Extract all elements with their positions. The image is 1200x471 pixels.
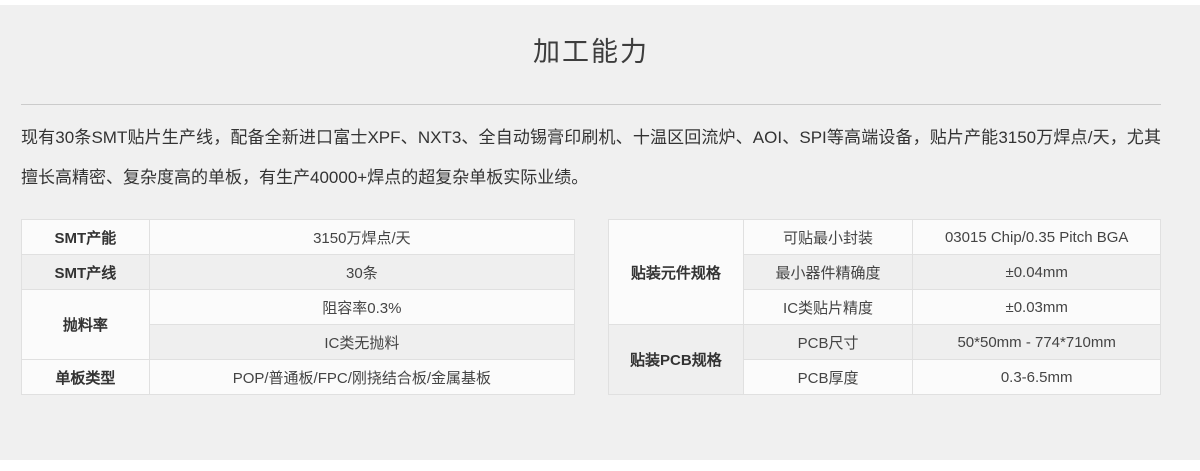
table-row: 最小器件精确度 ±0.04mm: [609, 254, 1161, 290]
table-row: 贴装元件规格 可贴最小封装 03015 Chip/0.35 Pitch BGA: [608, 219, 1161, 325]
spec-item-value-cell: ±0.03mm: [912, 289, 1161, 325]
spec-item-value-cell: 0.3-6.5mm: [912, 359, 1161, 395]
capacity-value-cell: 阻容率0.3%: [148, 289, 576, 325]
top-white-strip: [0, 0, 1200, 5]
capacity-label-cell: 抛料率: [21, 289, 150, 360]
section-title: 加工能力: [533, 37, 649, 67]
table-row: PCB厚度 0.3-6.5mm: [609, 359, 1161, 395]
spec-item-name-cell: 可贴最小封装: [742, 219, 914, 255]
title-divider: [21, 104, 1161, 105]
table-row: IC类无抛料: [22, 324, 576, 360]
capacity-value-cell: IC类无抛料: [148, 324, 576, 360]
spec-item-name-cell: PCB尺寸: [742, 324, 914, 360]
bottom-white-strip: [0, 460, 1200, 471]
table-row: SMT产能 3150万焊点/天: [21, 219, 576, 255]
spec-item-name-cell: IC类贴片精度: [742, 289, 914, 325]
capacity-label-cell: SMT产能: [21, 219, 150, 255]
spec-item-value-cell: 50*50mm - 774*710mm: [912, 324, 1161, 360]
table-row: 单板类型 POP/普通板/FPC/刚挠结合板/金属基板: [21, 359, 576, 395]
capability-section: 加工能力 现有30条SMT贴片生产线，配备全新进口富士XPF、NXT3、全自动锡…: [0, 5, 1200, 460]
capacity-value-cell: 3150万焊点/天: [148, 219, 576, 255]
smt-capacity-table: SMT产能 3150万焊点/天 SMT产线 30条 抛料率 阻容率0.3% IC…: [21, 219, 576, 395]
spec-item-name-cell: 最小器件精确度: [742, 254, 914, 290]
capacity-value-cell: POP/普通板/FPC/刚挠结合板/金属基板: [148, 359, 576, 395]
intro-paragraph: 现有30条SMT贴片生产线，配备全新进口富士XPF、NXT3、全自动锡膏印刷机、…: [21, 128, 1161, 187]
table-row: 抛料率 阻容率0.3%: [21, 289, 576, 360]
content-container: 加工能力 现有30条SMT贴片生产线，配备全新进口富士XPF、NXT3、全自动锡…: [21, 5, 1161, 395]
spec-item-name-cell: PCB厚度: [742, 359, 914, 395]
spec-group-label-cell: 贴装PCB规格: [608, 324, 744, 395]
capacity-value-cell: 30条: [148, 254, 576, 290]
tables-row: SMT产能 3150万焊点/天 SMT产线 30条 抛料率 阻容率0.3% IC…: [21, 219, 1161, 395]
capacity-label-cell: 单板类型: [21, 359, 150, 395]
table-row: SMT产线 30条: [21, 254, 576, 290]
table-row: IC类贴片精度 ±0.03mm: [609, 289, 1161, 325]
capacity-label-cell: SMT产线: [21, 254, 150, 290]
spec-group-label-cell: 贴装元件规格: [608, 219, 744, 325]
mount-spec-table: 贴装元件规格 可贴最小封装 03015 Chip/0.35 Pitch BGA …: [608, 219, 1161, 395]
spec-item-value-cell: ±0.04mm: [912, 254, 1161, 290]
table-row: 贴装PCB规格 PCB尺寸 50*50mm - 774*710mm: [608, 324, 1161, 395]
spec-item-value-cell: 03015 Chip/0.35 Pitch BGA: [912, 219, 1161, 255]
